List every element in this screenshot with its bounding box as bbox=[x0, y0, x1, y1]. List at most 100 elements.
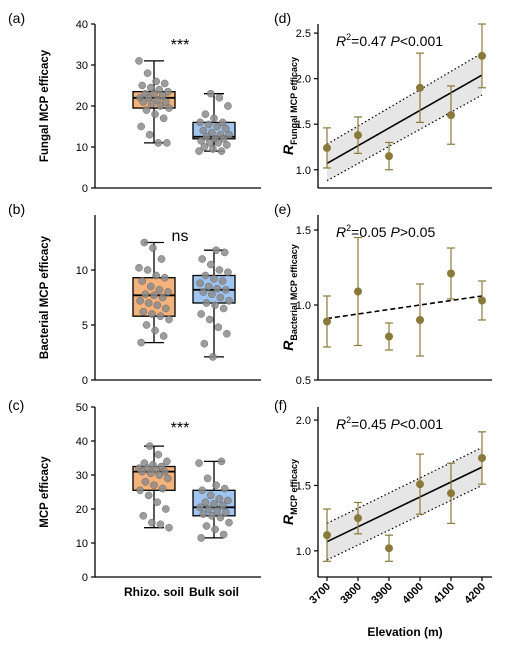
data-point bbox=[416, 83, 424, 92]
y-tick-label: 0 bbox=[82, 375, 88, 387]
data-point bbox=[144, 94, 153, 102]
y-tick-label: 1.0 bbox=[296, 165, 311, 177]
y-axis-label: RFungal MCP efficacy bbox=[280, 57, 299, 155]
data-point bbox=[224, 102, 232, 110]
data-point-group bbox=[385, 141, 393, 171]
x-tick-label: 4100 bbox=[431, 581, 457, 607]
data-point bbox=[212, 246, 220, 254]
box-bulk bbox=[192, 246, 236, 361]
y-tick-label: 0.5 bbox=[296, 375, 311, 387]
data-point bbox=[218, 277, 227, 285]
data-point bbox=[215, 266, 224, 274]
data-point bbox=[155, 471, 164, 479]
y-tick-label: 1.5 bbox=[296, 119, 311, 131]
data-point bbox=[205, 315, 214, 324]
data-point bbox=[152, 271, 160, 280]
data-point-group bbox=[323, 295, 331, 348]
data-point bbox=[221, 508, 230, 517]
data-point bbox=[217, 457, 226, 466]
data-point bbox=[323, 317, 331, 326]
y-axis-label: Bacterial MCP efficacy bbox=[39, 235, 51, 359]
panel-label-c: (c) bbox=[8, 397, 24, 413]
data-point bbox=[202, 299, 211, 307]
significance-label: *** bbox=[171, 420, 190, 437]
x-tick-label: 4200 bbox=[462, 581, 488, 607]
data-point bbox=[137, 338, 145, 347]
data-point bbox=[201, 110, 210, 118]
data-point bbox=[204, 282, 213, 291]
box-rhizo bbox=[132, 442, 176, 532]
data-point bbox=[135, 57, 143, 65]
data-point bbox=[210, 274, 218, 283]
significance-label: ns bbox=[172, 228, 189, 245]
data-point bbox=[154, 450, 163, 459]
data-point bbox=[148, 100, 156, 108]
data-point bbox=[224, 268, 232, 277]
data-point bbox=[204, 505, 213, 513]
data-point bbox=[137, 122, 145, 131]
data-point bbox=[354, 287, 362, 296]
data-point bbox=[218, 501, 227, 510]
data-point bbox=[213, 122, 222, 131]
data-point-group bbox=[354, 236, 362, 347]
data-point bbox=[158, 484, 167, 493]
y-tick-label: 20 bbox=[76, 504, 88, 516]
regression-plot-d: 1.0 1.5 2.0 2.5 R2=0.47 P<0.001 RFungal MCP e… bbox=[280, 23, 492, 189]
data-point bbox=[160, 79, 169, 88]
x-tick-label: 4000 bbox=[400, 581, 426, 607]
ci-lower-line bbox=[326, 94, 483, 182]
data-point bbox=[156, 102, 165, 110]
panel-label-a: (a) bbox=[8, 10, 25, 26]
data-point bbox=[209, 145, 217, 153]
data-point bbox=[160, 467, 169, 476]
data-point bbox=[158, 293, 167, 302]
y-tick-label: 10 bbox=[76, 142, 88, 154]
panel-label-d: (d) bbox=[274, 10, 291, 26]
y-tick-label: 2.5 bbox=[296, 28, 311, 40]
data-point bbox=[135, 263, 143, 272]
regression-plot-f: 1.0 1.5 2.0 R2=0.45 P<0.001 RMCP efficacy 370… bbox=[280, 407, 492, 639]
data-point bbox=[156, 520, 165, 529]
y-tick-label: 1.0 bbox=[296, 300, 311, 312]
data-point-group bbox=[323, 127, 331, 169]
data-point bbox=[416, 316, 424, 324]
y-tick-label: 5 bbox=[82, 320, 88, 332]
data-point bbox=[161, 505, 170, 513]
data-point bbox=[165, 315, 173, 324]
data-point bbox=[200, 339, 209, 348]
box-bulk bbox=[192, 89, 236, 155]
data-point bbox=[138, 277, 147, 285]
data-point bbox=[143, 266, 152, 274]
box-plot-a: 0 10 20 30 40 Fungal MCP efficacy *** bbox=[39, 19, 261, 195]
data-point bbox=[145, 442, 154, 450]
data-point bbox=[210, 500, 218, 508]
data-point bbox=[149, 244, 157, 252]
data-point bbox=[216, 293, 225, 302]
data-point bbox=[224, 496, 232, 505]
data-point bbox=[195, 147, 203, 155]
data-point bbox=[206, 491, 215, 500]
data-point bbox=[141, 477, 150, 486]
data-point bbox=[201, 498, 210, 507]
data-point bbox=[225, 518, 233, 527]
x-tick-label: 3900 bbox=[369, 581, 395, 607]
data-point bbox=[196, 503, 204, 512]
stats-annotation: R2=0.47 P<0.001 bbox=[336, 32, 443, 49]
data-point bbox=[161, 304, 170, 313]
data-point bbox=[208, 290, 216, 299]
data-point bbox=[196, 118, 204, 127]
data-point bbox=[208, 128, 216, 137]
data-point bbox=[223, 141, 231, 149]
data-point bbox=[199, 288, 208, 296]
box-rhizo bbox=[132, 57, 176, 147]
data-point bbox=[161, 98, 170, 106]
data-point-group bbox=[323, 508, 331, 562]
y-axis-label: RBacterial MCP efficacy bbox=[280, 244, 299, 351]
y-tick-label: 40 bbox=[76, 436, 88, 448]
data-point bbox=[144, 299, 153, 307]
y-axis-label: MCP efficacy bbox=[39, 456, 51, 528]
data-point bbox=[204, 120, 213, 129]
data-point bbox=[447, 269, 455, 278]
y-tick-label: 1.5 bbox=[296, 480, 311, 492]
